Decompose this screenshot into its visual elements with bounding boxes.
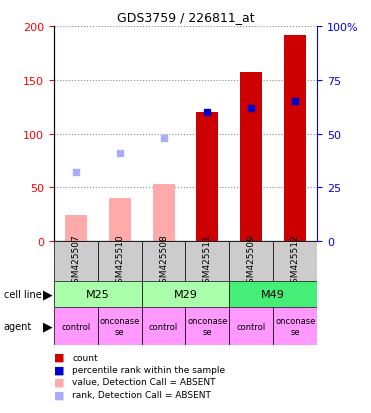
Text: GSM425511: GSM425511 [203,234,212,289]
Text: cell line: cell line [4,289,42,299]
Text: agent: agent [4,321,32,331]
Bar [65,216,87,242]
Bar [229,242,273,281]
Text: control: control [149,322,178,331]
Bar [197,113,219,242]
Bar [273,308,317,345]
Text: GSM425508: GSM425508 [159,234,168,289]
Text: onconase
se: onconase se [99,317,140,336]
Text: onconase
se: onconase se [275,317,315,336]
Text: GSM425512: GSM425512 [291,234,300,288]
Bar [284,36,306,242]
Bar [98,242,142,281]
Bar [98,308,142,345]
Text: M49: M49 [261,289,285,299]
Bar [273,242,317,281]
Bar [229,281,317,308]
Text: count: count [72,353,98,362]
Text: value, Detection Call = ABSENT: value, Detection Call = ABSENT [72,377,216,387]
Text: ■: ■ [54,352,64,362]
Text: onconase
se: onconase se [187,317,228,336]
Title: GDS3759 / 226811_at: GDS3759 / 226811_at [117,11,254,24]
Text: M29: M29 [174,289,197,299]
Text: ▶: ▶ [43,320,52,333]
Bar [142,308,186,345]
Text: GSM425510: GSM425510 [115,234,124,289]
Text: GSM425507: GSM425507 [71,234,80,289]
Text: ■: ■ [54,377,64,387]
Text: ▶: ▶ [43,288,52,301]
Text: ■: ■ [54,389,64,399]
Bar [142,281,229,308]
Bar [142,242,186,281]
Bar [229,308,273,345]
Bar [54,281,142,308]
Text: control: control [61,322,91,331]
Text: GSM425509: GSM425509 [247,234,256,289]
Bar [152,185,174,242]
Text: percentile rank within the sample: percentile rank within the sample [72,365,226,374]
Bar [186,242,229,281]
Bar [186,308,229,345]
Bar [54,308,98,345]
Bar [54,242,98,281]
Text: ■: ■ [54,365,64,375]
Text: rank, Detection Call = ABSENT: rank, Detection Call = ABSENT [72,390,211,399]
Bar [109,199,131,242]
Text: M25: M25 [86,289,109,299]
Bar [240,73,262,242]
Text: control: control [237,322,266,331]
